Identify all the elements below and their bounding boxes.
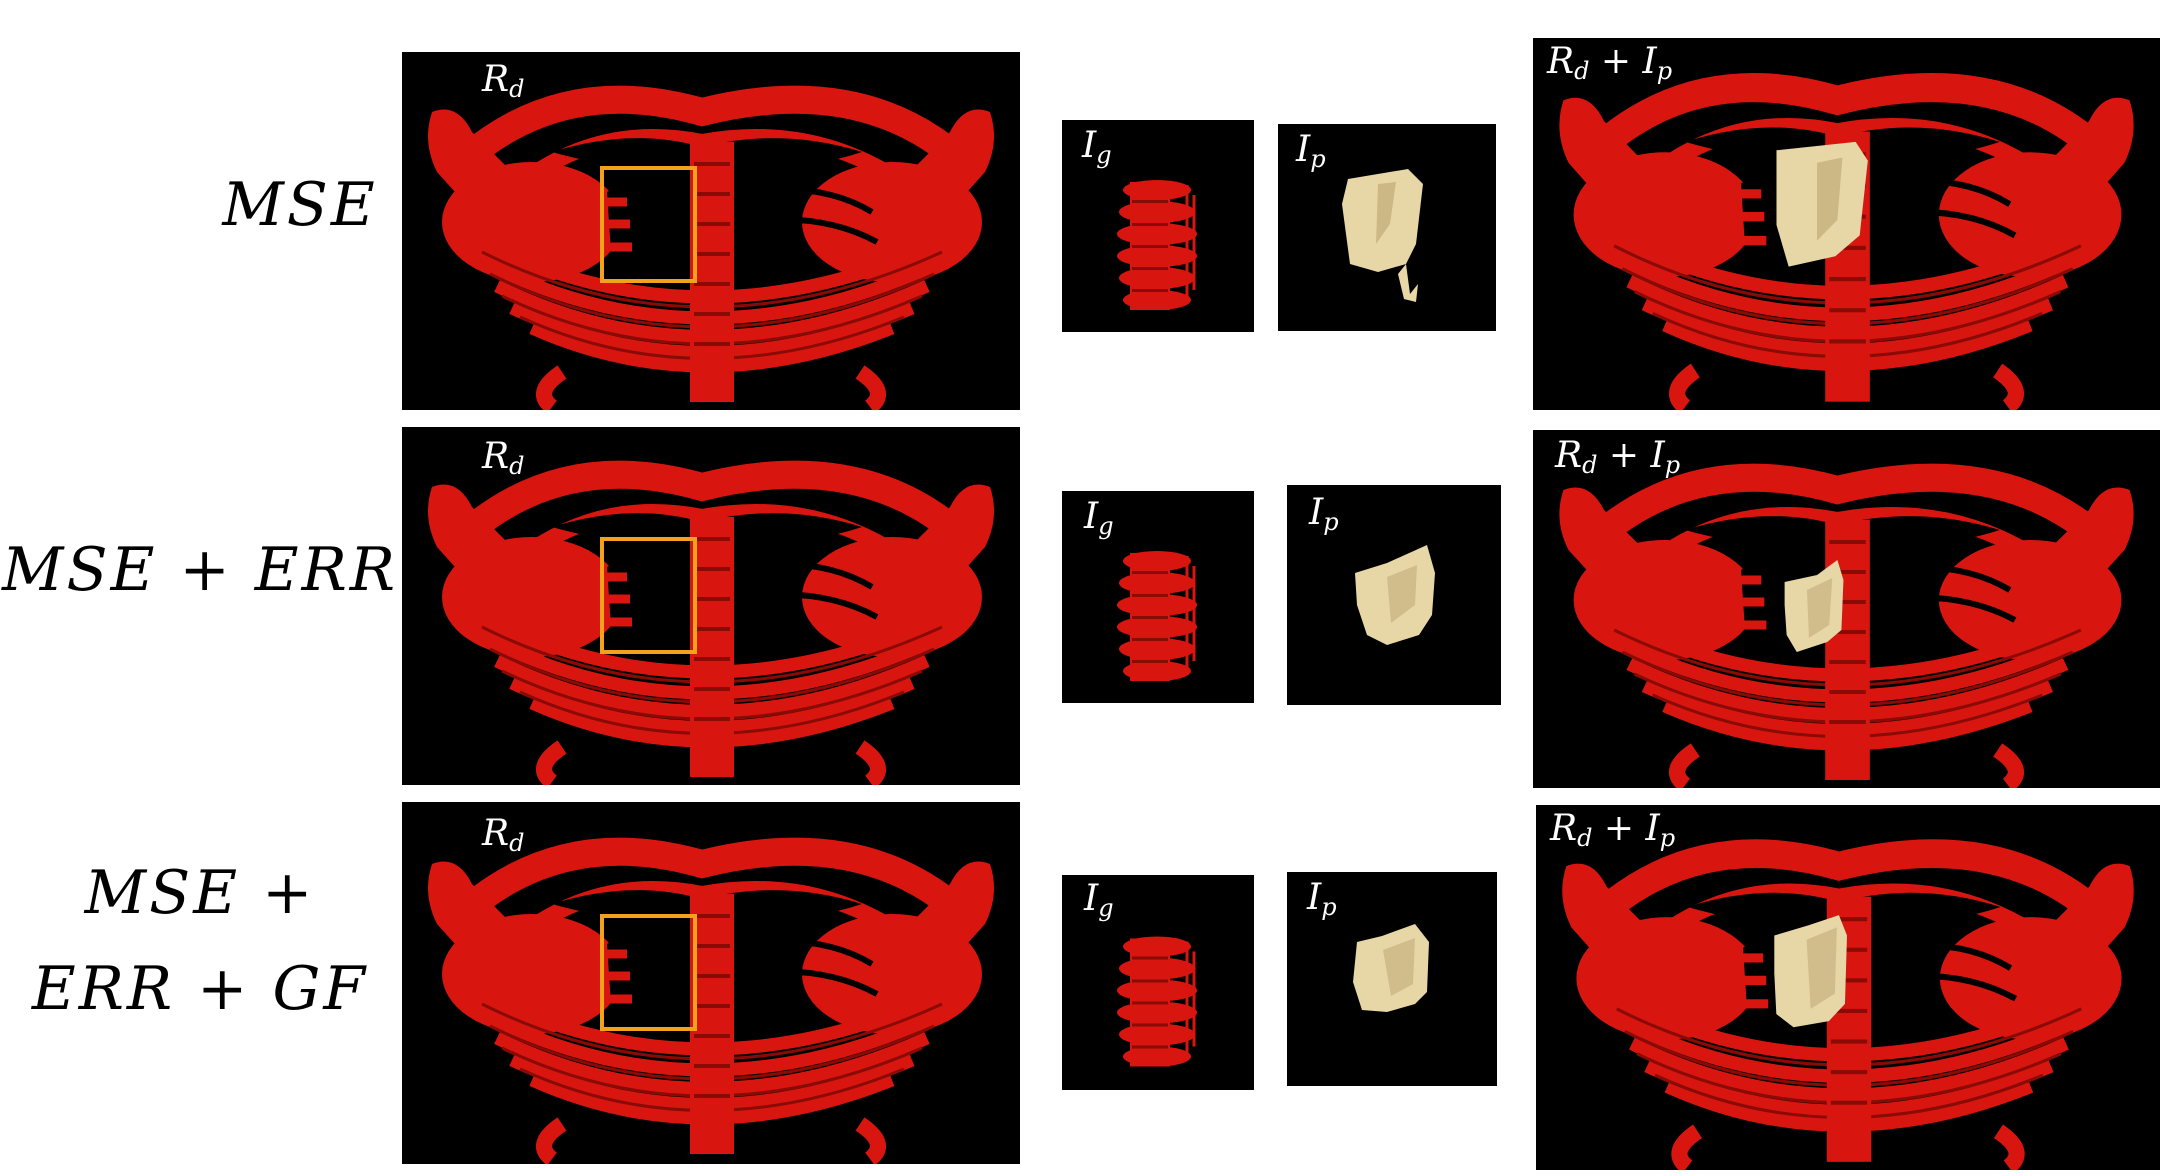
ig-panel-row2: Ig bbox=[1062, 491, 1254, 703]
ip-label: Ip bbox=[1296, 129, 1326, 173]
rib-cage-with-implant-render bbox=[1533, 38, 2160, 410]
rd-panel-row3: Rd bbox=[402, 802, 1020, 1164]
implant-render bbox=[1342, 169, 1423, 302]
rd-panel-row2: Rd bbox=[402, 427, 1020, 785]
highlight-box bbox=[600, 537, 697, 654]
rd-label: Rd bbox=[482, 436, 525, 480]
ig-label: Ig bbox=[1082, 125, 1112, 169]
overlay-label: Rd + Ip bbox=[1555, 435, 1681, 479]
row-label-line: MSE bbox=[222, 170, 378, 240]
overlay-label: Rd + Ip bbox=[1550, 808, 1676, 852]
row-label-mse-err-gf: MSE + ERR + GF bbox=[0, 845, 400, 1037]
ig-panel-row3: Ig bbox=[1062, 875, 1254, 1090]
highlight-box bbox=[600, 166, 697, 283]
rib-cage-with-implant-render bbox=[1533, 430, 2160, 788]
overlay-panel-row3: Rd + Ip bbox=[1536, 805, 2160, 1170]
row-label-line: MSE + ERR bbox=[2, 535, 398, 605]
overlay-panel-row2: Rd + Ip bbox=[1533, 430, 2160, 788]
rib-cage-with-implant-render bbox=[1536, 805, 2160, 1170]
overlay-panel-row1: Rd + Ip bbox=[1533, 38, 2160, 410]
ip-label: Ip bbox=[1307, 877, 1337, 921]
row-label-mse-err: MSE + ERR bbox=[0, 540, 400, 600]
ig-label: Ig bbox=[1084, 496, 1114, 540]
rib-cage-render bbox=[402, 802, 1020, 1164]
ig-label: Ig bbox=[1084, 878, 1114, 922]
rib-cage-render bbox=[402, 52, 1020, 410]
highlight-box bbox=[600, 914, 697, 1031]
implant-render bbox=[1355, 545, 1435, 645]
overlay-label: Rd + Ip bbox=[1547, 41, 1673, 85]
row-label-line: ERR + GF bbox=[31, 954, 369, 1024]
row-label-line: MSE + bbox=[84, 858, 316, 928]
ip-panel-row2: Ip bbox=[1287, 485, 1501, 705]
ig-panel-row1: Ig bbox=[1062, 120, 1254, 332]
rib-cage-render bbox=[402, 427, 1020, 785]
ip-label: Ip bbox=[1309, 492, 1339, 536]
ip-panel-row3: Ip bbox=[1287, 872, 1497, 1086]
row-label-mse: MSE bbox=[200, 175, 400, 235]
rd-label: Rd bbox=[482, 59, 525, 103]
implant-render bbox=[1353, 924, 1429, 1012]
rd-panel-row1: Rd bbox=[402, 52, 1020, 410]
rd-label: Rd bbox=[482, 813, 525, 857]
ip-panel-row1: Ip bbox=[1278, 124, 1496, 331]
